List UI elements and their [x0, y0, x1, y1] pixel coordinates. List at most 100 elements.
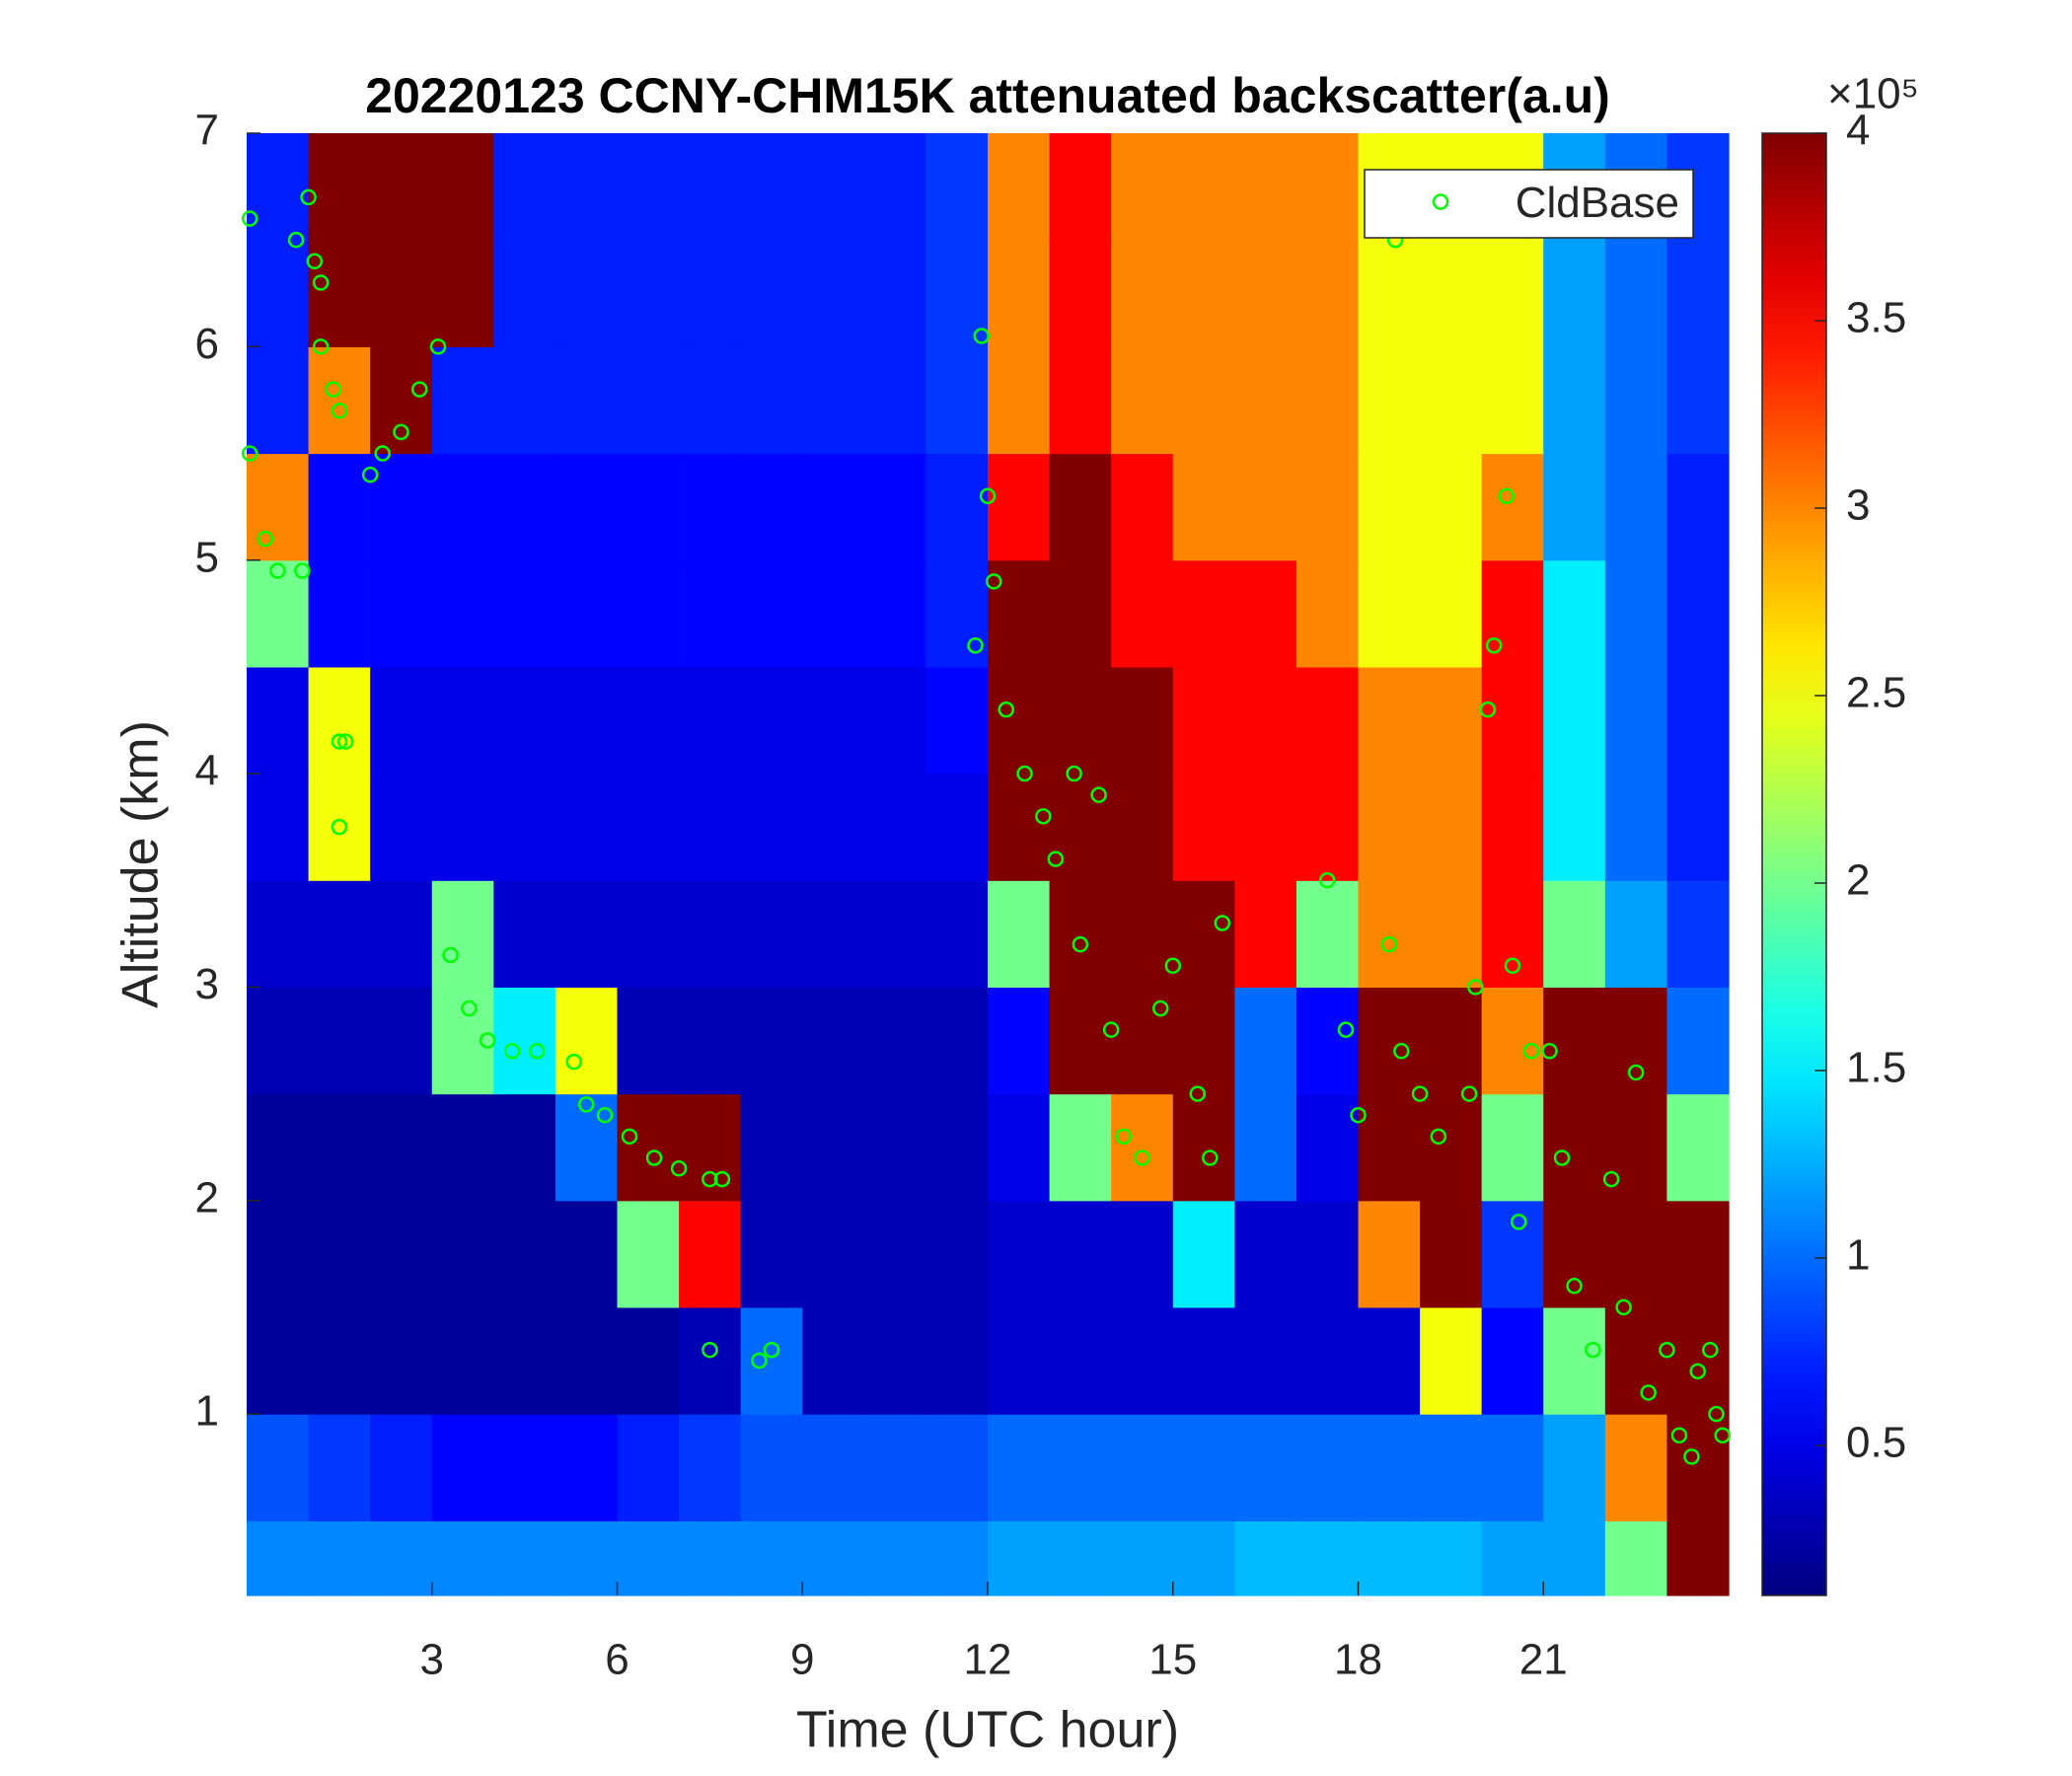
heatmap-cell — [1295, 1093, 1360, 1202]
heatmap-cell — [555, 453, 619, 561]
cloud-base-point — [331, 733, 348, 750]
heatmap-cell — [1604, 1414, 1668, 1521]
cloud-base-point — [241, 210, 259, 227]
heatmap-cell — [617, 774, 680, 881]
cloud-base-point — [269, 562, 286, 579]
heatmap-cell — [1049, 1520, 1112, 1596]
heatmap-cell — [247, 1520, 310, 1596]
cloud-base-point — [1541, 1043, 1558, 1060]
heatmap-cell — [802, 774, 865, 881]
cloud-base-point — [312, 338, 330, 355]
cloud-base-point — [312, 274, 330, 291]
heatmap-cell — [988, 346, 1051, 455]
cloud-base-point — [1553, 1149, 1571, 1166]
heatmap-cell — [740, 987, 803, 1095]
cloud-base-point — [1566, 1278, 1583, 1295]
heatmap-cell — [740, 346, 803, 455]
heatmap-cell — [555, 880, 619, 989]
heatmap-cell — [863, 133, 927, 241]
heatmap-cell — [247, 453, 310, 561]
heatmap-cell — [1420, 880, 1483, 989]
heatmap-cell — [1234, 240, 1297, 347]
heatmap-cell — [1234, 987, 1297, 1095]
heatmap-cell — [802, 1306, 865, 1415]
heatmap-cell — [1111, 240, 1174, 347]
heatmap-cell — [1111, 133, 1174, 241]
heatmap-cell — [1234, 346, 1297, 455]
cloud-base-point — [1467, 979, 1484, 996]
heatmap-cell — [1481, 240, 1544, 347]
heatmap-cell — [1049, 1306, 1112, 1415]
x-tick-label: 21 — [1519, 1636, 1568, 1684]
heatmap-cell — [988, 240, 1051, 347]
heatmap-cell — [1543, 559, 1606, 668]
heatmap-cell — [925, 987, 989, 1095]
cloud-base-point — [621, 1128, 638, 1146]
heatmap-cell — [247, 1414, 310, 1521]
heatmap-cell — [370, 880, 433, 989]
heatmap-cell — [1666, 774, 1730, 881]
heatmap-cell — [740, 1093, 803, 1202]
cloud-base-point — [1460, 1085, 1478, 1102]
heatmap-cell — [1049, 133, 1112, 241]
heatmap-cell — [493, 1414, 556, 1521]
heatmap-cell — [925, 1093, 989, 1202]
heatmap-cell — [1543, 1093, 1606, 1202]
heatmap-cell — [1604, 1200, 1668, 1308]
heatmap-cell — [1172, 453, 1235, 561]
heatmap-cell — [925, 1200, 989, 1308]
heatmap-cell — [679, 346, 742, 455]
heatmap-cell — [247, 666, 310, 775]
heatmap-cell — [370, 774, 433, 881]
heatmap-cell — [555, 1200, 619, 1308]
heatmap-cell — [555, 559, 619, 668]
heatmap-cell — [1295, 666, 1360, 775]
heatmap-cell — [1481, 666, 1544, 775]
heatmap-cell — [1666, 666, 1730, 775]
heatmap-cell — [925, 774, 989, 881]
heatmap-cell — [1481, 774, 1544, 881]
heatmap-cell — [617, 453, 680, 561]
heatmap-cell — [740, 453, 803, 561]
heatmap-cell — [863, 1414, 927, 1521]
heatmap-cell — [1420, 1200, 1483, 1308]
heatmap-cell — [1234, 666, 1297, 775]
heatmap-cell — [1481, 987, 1544, 1095]
heatmap-cell — [1604, 987, 1668, 1095]
heatmap-cell — [1358, 559, 1421, 668]
heatmap-cell — [1481, 1093, 1544, 1202]
heatmap-cell — [1049, 880, 1112, 989]
x-tick-label: 6 — [605, 1636, 629, 1684]
heatmap-cell — [247, 774, 310, 881]
heatmap-cell — [247, 1306, 310, 1415]
cloud-base-point — [1683, 1448, 1700, 1465]
heatmap-cell — [1666, 240, 1730, 347]
heatmap-cell — [1295, 987, 1360, 1095]
heatmap-cell — [988, 1520, 1051, 1596]
heatmap-cell — [431, 1093, 494, 1202]
cloud-base-point — [1337, 1021, 1355, 1038]
cloud-base-point — [1380, 935, 1398, 953]
heatmap-cell — [1234, 1520, 1297, 1596]
x-tick-label: 15 — [1148, 1636, 1197, 1684]
legend-box — [1364, 169, 1694, 239]
cloud-base-point — [1090, 786, 1107, 803]
cloud-base-point — [1189, 1085, 1207, 1102]
heatmap-cell — [679, 240, 742, 347]
heatmap-cell — [1172, 774, 1235, 881]
heatmap-cell — [308, 1200, 371, 1308]
heatmap-cell — [308, 1414, 371, 1521]
heatmap-cell — [1481, 880, 1544, 989]
cloud-base-point — [1102, 1021, 1120, 1038]
heatmap-cell — [247, 1200, 310, 1308]
heatmap-cell — [493, 1520, 556, 1596]
x-axis-label: Time (UTC hour) — [796, 1702, 1179, 1759]
heatmap-cell — [493, 453, 556, 561]
heatmap-cell — [493, 559, 556, 668]
heatmap-cell — [493, 346, 556, 455]
heatmap-cell — [1234, 1414, 1297, 1521]
heatmap-cell — [988, 880, 1051, 989]
heatmap-cell — [802, 1414, 865, 1521]
heatmap-cell — [1049, 346, 1112, 455]
heatmap-cell — [1358, 1520, 1421, 1596]
